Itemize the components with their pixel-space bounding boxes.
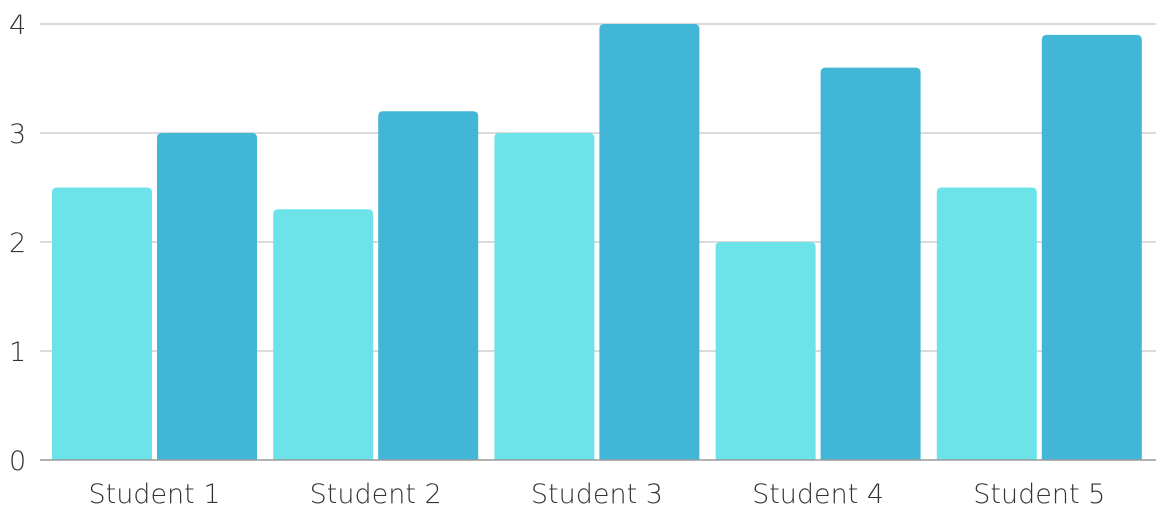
x-tick-label: Student 2 <box>310 479 442 508</box>
bar-series-1-student-3 <box>494 133 595 460</box>
y-tick-label: 1 <box>9 337 26 368</box>
bar-series-2-student-2 <box>378 111 479 460</box>
bar-series-1-student-4 <box>715 242 816 460</box>
bars <box>52 24 1142 461</box>
x-tick-label: Student 5 <box>973 479 1105 508</box>
axes: 0 1 2 3 4 Student 1 Student 2 Student 3 Student … <box>9 10 1156 508</box>
bar-series-2-student-4 <box>820 67 921 460</box>
bar-series-1-student-5 <box>936 187 1037 460</box>
bar-series-2-student-5 <box>1041 34 1142 461</box>
x-tick-label: Student 1 <box>88 479 220 508</box>
bar-series-2-student-3 <box>599 24 700 460</box>
bar-series-2-student-1 <box>157 133 257 460</box>
x-tick-label: Student 4 <box>752 479 884 508</box>
y-tick-label: 0 <box>9 446 26 477</box>
bar-series-1-student-1 <box>52 187 152 460</box>
y-tick-label: 4 <box>9 10 26 41</box>
y-tick-label: 3 <box>9 119 26 150</box>
y-tick-label: 2 <box>9 228 26 259</box>
bar-series-1-student-2 <box>273 209 374 460</box>
x-tick-label: Student 3 <box>531 479 663 508</box>
